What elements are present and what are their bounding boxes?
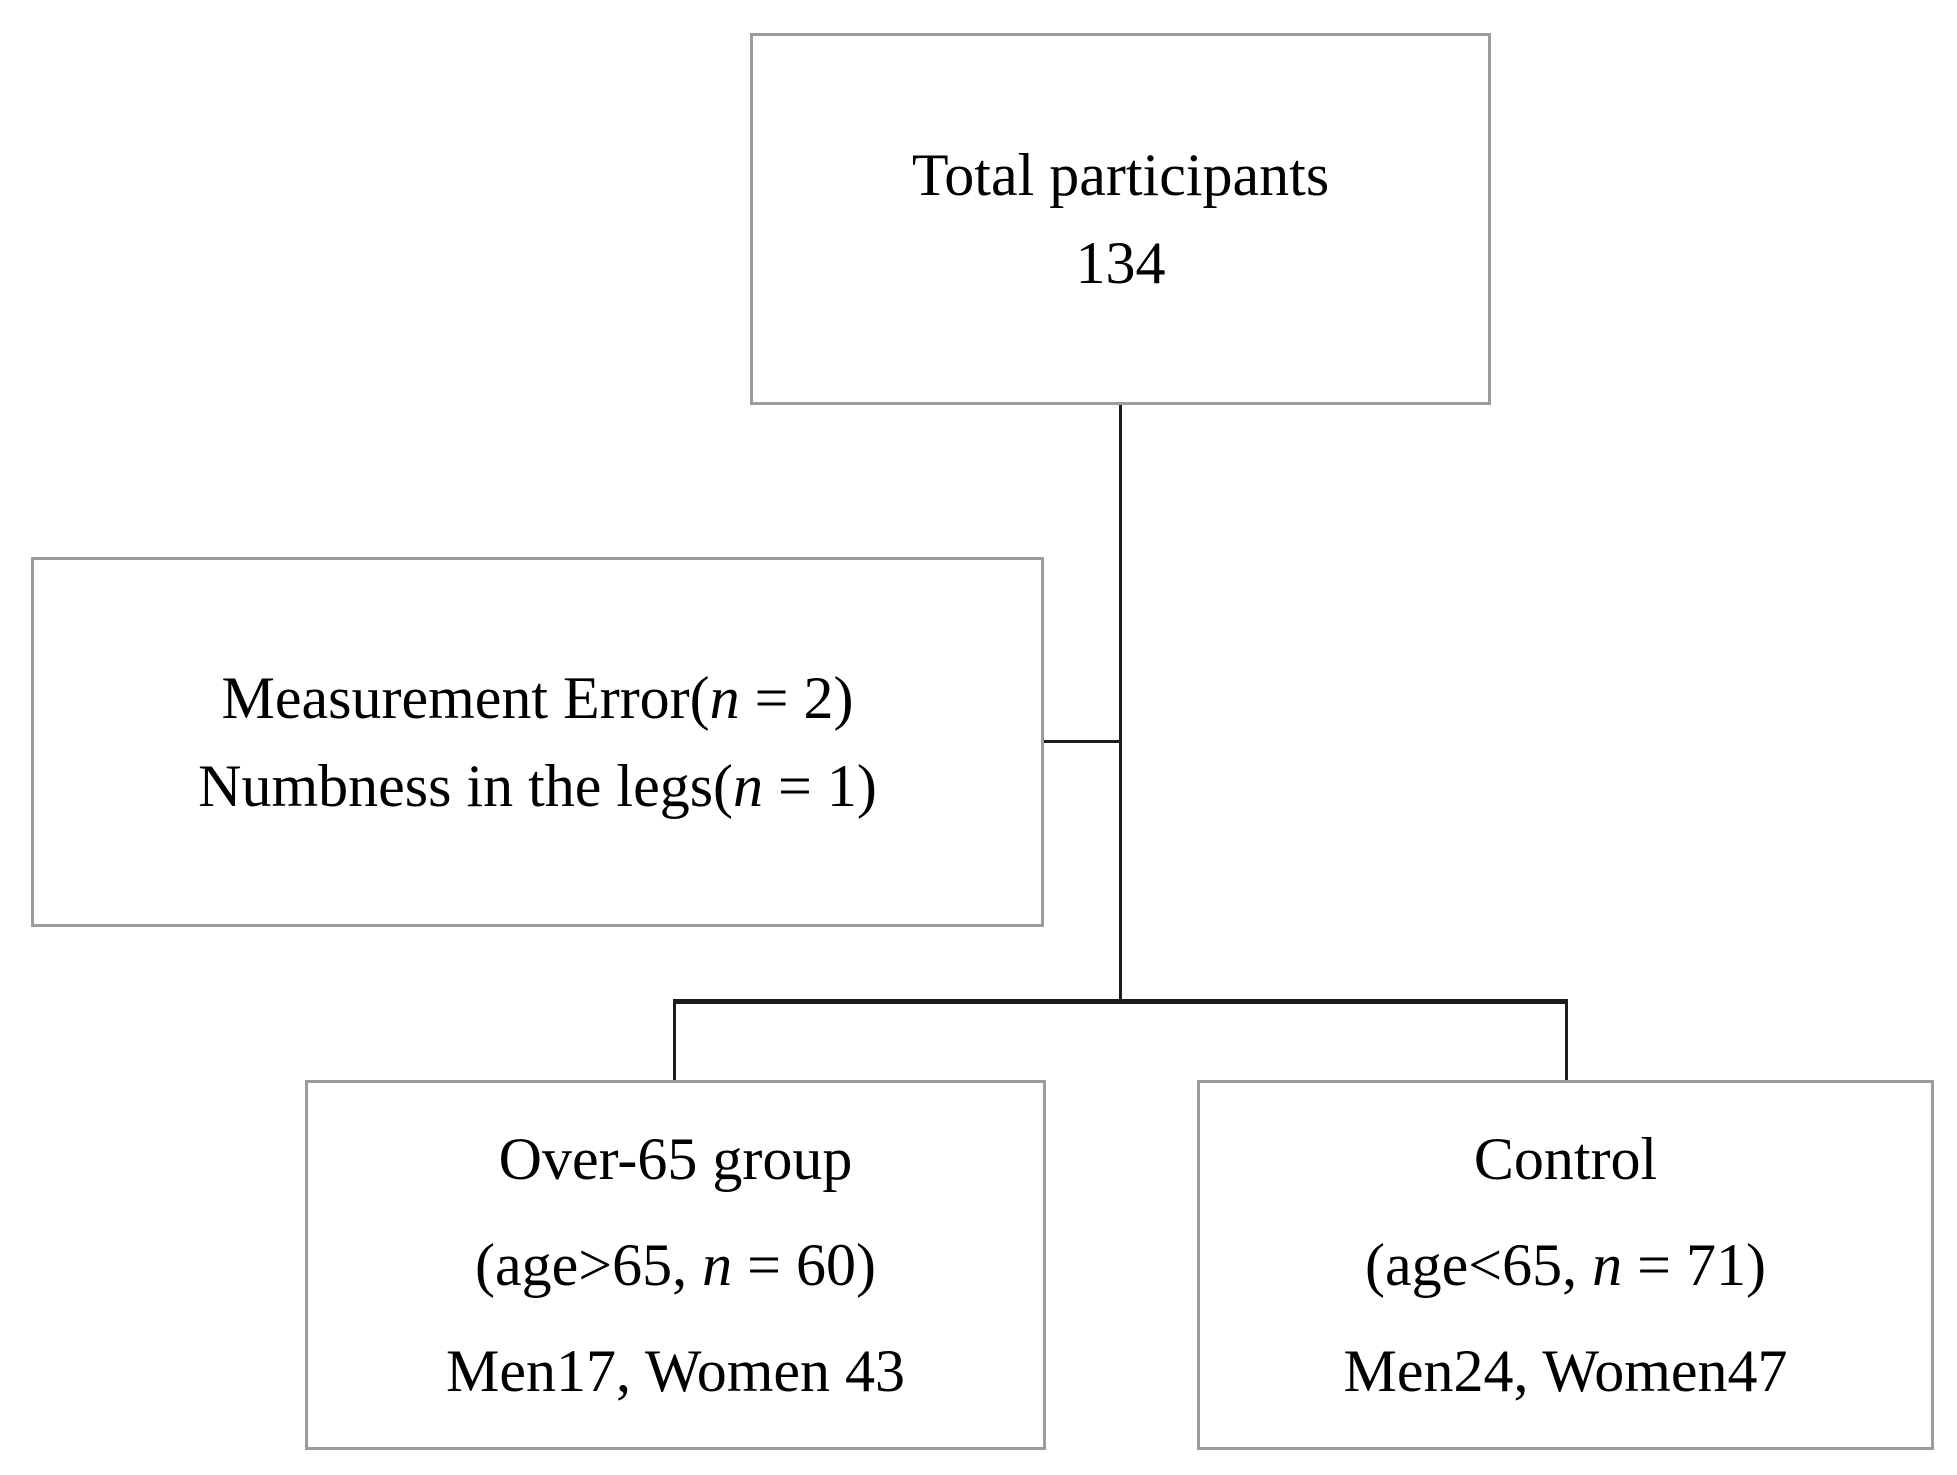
box-text-line: Men24, Women47	[1343, 1318, 1787, 1424]
connector-right-drop-line	[1565, 999, 1568, 1081]
text-segment: = 60)	[732, 1232, 876, 1298]
control-group-box: Control (age<65, n = 71) Men24, Women47	[1197, 1080, 1934, 1450]
text-segment: (age>65,	[475, 1232, 703, 1298]
over-65-group-box: Over-65 group (age>65, n = 60) Men17, Wo…	[305, 1080, 1046, 1450]
box-text-line: 134	[1076, 219, 1166, 307]
text-segment: 134	[1075, 230, 1166, 296]
connector-horizontal-split-line	[673, 999, 1568, 1004]
box-text-line: Over-65 group	[499, 1106, 853, 1212]
text-segment: Measurement Error(	[221, 665, 710, 731]
italic-n: n	[702, 1232, 733, 1298]
box-text-line: Control	[1474, 1106, 1657, 1212]
connector-exclusion-branch-line	[1043, 740, 1121, 743]
box-text-line: Men17, Women 43	[446, 1318, 905, 1424]
box-text-line: Total participants	[912, 131, 1329, 219]
text-segment: Men17, Women 43	[445, 1338, 906, 1404]
text-segment: Numbness in the legs(	[198, 753, 734, 819]
italic-n: n	[733, 753, 764, 819]
box-text-line: (age<65, n = 71)	[1365, 1212, 1766, 1318]
connector-left-drop-line	[673, 999, 676, 1081]
text-segment: = 71)	[1622, 1232, 1766, 1298]
connector-main-vertical-line	[1119, 405, 1122, 1003]
italic-n: n	[1592, 1232, 1623, 1298]
text-segment: = 2)	[739, 665, 854, 731]
text-segment: Over-65 group	[498, 1126, 853, 1192]
box-text-line: Numbness in the legs(n = 1)	[198, 742, 877, 830]
text-segment: Control	[1473, 1126, 1658, 1192]
italic-n: n	[709, 665, 740, 731]
total-participants-box: Total participants 134	[750, 33, 1491, 405]
box-text-line: (age>65, n = 60)	[475, 1212, 876, 1318]
text-segment: Men24, Women47	[1343, 1338, 1788, 1404]
text-segment: (age<65,	[1365, 1232, 1593, 1298]
exclusion-reasons-box: Measurement Error(n = 2) Numbness in the…	[31, 557, 1044, 927]
text-segment: = 1)	[763, 753, 877, 819]
text-segment: Total participants	[911, 142, 1330, 208]
box-text-line: Measurement Error(n = 2)	[222, 654, 854, 742]
